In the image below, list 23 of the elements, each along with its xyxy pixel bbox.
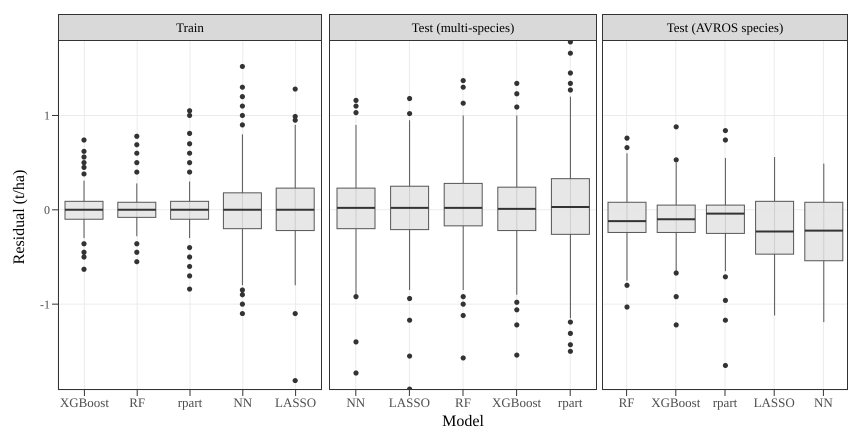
chart-title: Test (multi-species) bbox=[329, 14, 597, 41]
x-tick-label: rpart bbox=[178, 395, 203, 410]
x-tick-label: NN bbox=[346, 395, 366, 410]
x-tick-label: RF bbox=[455, 395, 471, 410]
x-tick-label: NN bbox=[814, 395, 834, 410]
y-tick-label: 0 bbox=[44, 203, 50, 218]
x-tick-label: LASSO bbox=[275, 395, 316, 410]
x-tick-label: rpart bbox=[558, 395, 583, 410]
x-tick-label: XGBoost bbox=[60, 395, 110, 410]
x-tick-label: LASSO bbox=[754, 395, 795, 410]
y-tick-label: 1 bbox=[44, 108, 50, 123]
x-tick-label: RF bbox=[618, 395, 635, 410]
chart-title: Test (AVROS species) bbox=[602, 14, 848, 41]
x-tick-label: XGBoost bbox=[492, 395, 542, 410]
chart-title: Train bbox=[58, 14, 322, 41]
y-axis-title: Residual (t/ha) bbox=[11, 168, 29, 266]
x-tick-label: rpart bbox=[712, 395, 738, 410]
x-tick-label: XGBoost bbox=[651, 395, 701, 410]
x-tick-label: RF bbox=[129, 395, 146, 410]
x-tick-label: LASSO bbox=[388, 395, 430, 410]
x-axis-title: Model bbox=[441, 413, 485, 431]
x-tick-label: NN bbox=[233, 395, 253, 410]
y-tick-label: -1 bbox=[40, 297, 50, 312]
